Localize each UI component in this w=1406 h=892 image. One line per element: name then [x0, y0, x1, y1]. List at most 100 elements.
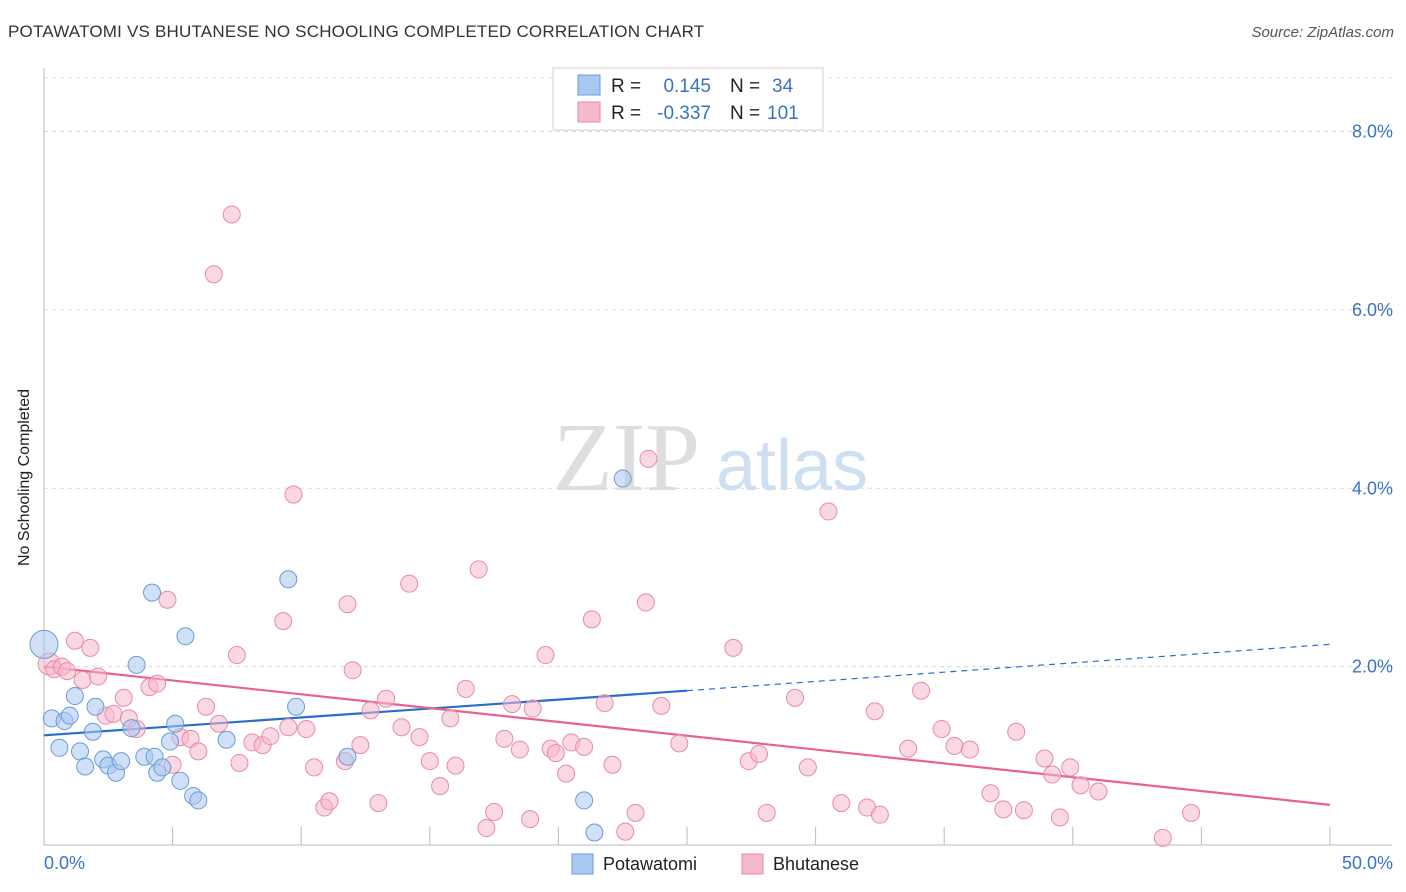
tick-labels: 2.0% 4.0% 6.0% 8.0% 0.0% 50.0%: [44, 122, 1393, 873]
point-bhutanese: [279, 718, 298, 737]
point-bhutanese: [603, 755, 622, 774]
point-bhutanese: [230, 753, 249, 772]
watermark-zip: ZIP: [553, 404, 700, 512]
point-bhutanese: [284, 485, 303, 504]
y-tick-label: 8.0%: [1352, 122, 1393, 142]
point-bhutanese: [222, 205, 241, 224]
point-bhutanese: [227, 646, 246, 665]
point-bhutanese: [652, 696, 671, 715]
point-bhutanese: [209, 714, 228, 733]
point-bhutanese: [477, 819, 496, 838]
point-bhutanese: [1089, 782, 1108, 801]
point-bhutanese: [670, 734, 689, 753]
point-bhutanese: [521, 810, 540, 829]
point-potawatomi: [176, 627, 195, 646]
point-bhutanese: [724, 638, 743, 657]
point-bhutanese: [626, 803, 645, 822]
point-potawatomi: [29, 629, 59, 659]
legend-top-swatch-potawatomi: [577, 74, 601, 96]
point-bhutanese: [420, 752, 439, 771]
legend-top-r-value: -0.337: [657, 103, 711, 124]
point-bhutanese: [377, 689, 396, 708]
point-bhutanese: [575, 737, 594, 756]
point-bhutanese: [158, 590, 177, 609]
point-potawatomi: [613, 469, 632, 488]
point-bhutanese: [899, 739, 918, 758]
point-potawatomi: [50, 738, 69, 757]
point-potawatomi: [153, 758, 172, 777]
legend-top-n-label: N =: [730, 76, 760, 97]
point-bhutanese: [523, 699, 542, 718]
point-bhutanese: [204, 265, 223, 284]
point-potawatomi: [585, 823, 604, 842]
point-bhutanese: [410, 728, 429, 747]
legend-top-n-label: N =: [730, 103, 760, 124]
point-bhutanese: [912, 681, 931, 700]
point-bhutanese: [431, 777, 450, 796]
point-potawatomi: [65, 687, 84, 706]
y-tick-label: 6.0%: [1352, 300, 1393, 320]
point-potawatomi: [60, 706, 79, 725]
point-bhutanese: [392, 718, 411, 737]
point-bhutanese: [536, 646, 555, 665]
trend-lines: [43, 643, 1331, 806]
point-bhutanese: [89, 667, 108, 686]
point-bhutanese: [503, 695, 522, 714]
point-bhutanese: [469, 560, 488, 579]
legend-label-potawatomi: Potawatomi: [603, 854, 697, 874]
y-tick-label: 4.0%: [1352, 478, 1393, 498]
legend-top-r-label: R =: [611, 76, 641, 97]
point-bhutanese: [81, 638, 100, 657]
point-bhutanese: [441, 709, 460, 728]
legend-top-r-value: 0.145: [663, 76, 711, 97]
point-bhutanese: [197, 697, 216, 716]
point-bhutanese: [945, 737, 964, 756]
point-bhutanese: [636, 593, 655, 612]
trend-line-potawatomi-extension: [686, 643, 1331, 692]
chart-title: POTAWATOMI VS BHUTANESE NO SCHOOLING COM…: [8, 22, 705, 41]
point-potawatomi: [83, 722, 102, 741]
point-potawatomi: [71, 742, 90, 761]
point-bhutanese: [546, 744, 565, 763]
point-bhutanese: [981, 784, 1000, 803]
y-tick-label: 2.0%: [1352, 657, 1393, 677]
legend-top: R = 0.145 N = 34 R = -0.337 N = 101: [552, 67, 824, 131]
point-bhutanese: [456, 679, 475, 698]
point-bhutanese: [757, 803, 776, 822]
legend-top-n-value: 101: [767, 103, 799, 124]
point-potawatomi: [287, 697, 306, 716]
point-bhutanese: [1043, 765, 1062, 784]
point-bhutanese: [870, 805, 889, 824]
point-potawatomi: [122, 719, 141, 738]
point-potawatomi: [127, 655, 146, 674]
point-bhutanese: [369, 794, 388, 813]
point-bhutanese: [1035, 749, 1054, 768]
point-bhutanese: [446, 756, 465, 775]
point-bhutanese: [798, 758, 817, 777]
point-bhutanese: [104, 704, 123, 723]
x-tick-label: 0.0%: [44, 853, 85, 873]
point-bhutanese: [865, 702, 884, 721]
gridlines: [44, 77, 1392, 668]
point-bhutanese: [73, 671, 92, 690]
legend-swatch-bhutanese: [741, 853, 764, 875]
point-bhutanese: [510, 740, 529, 759]
point-potawatomi: [166, 714, 185, 733]
point-bhutanese: [994, 800, 1013, 819]
point-bhutanese: [297, 720, 316, 739]
point-bhutanese: [351, 736, 370, 755]
point-bhutanese: [1071, 776, 1090, 795]
point-bhutanese: [557, 764, 576, 783]
point-bhutanese: [495, 729, 514, 748]
point-potawatomi: [189, 791, 208, 810]
point-bhutanese: [1153, 828, 1172, 847]
legend-top-swatch-bhutanese: [577, 101, 601, 123]
point-potawatomi: [161, 732, 180, 751]
point-bhutanese: [1182, 803, 1201, 822]
legend-label-bhutanese: Bhutanese: [773, 854, 859, 874]
x-tick-label: 50.0%: [1342, 853, 1393, 873]
point-bhutanese: [932, 720, 951, 739]
legend-bottom: Potawatomi Bhutanese: [571, 853, 859, 875]
point-potawatomi: [171, 771, 190, 790]
